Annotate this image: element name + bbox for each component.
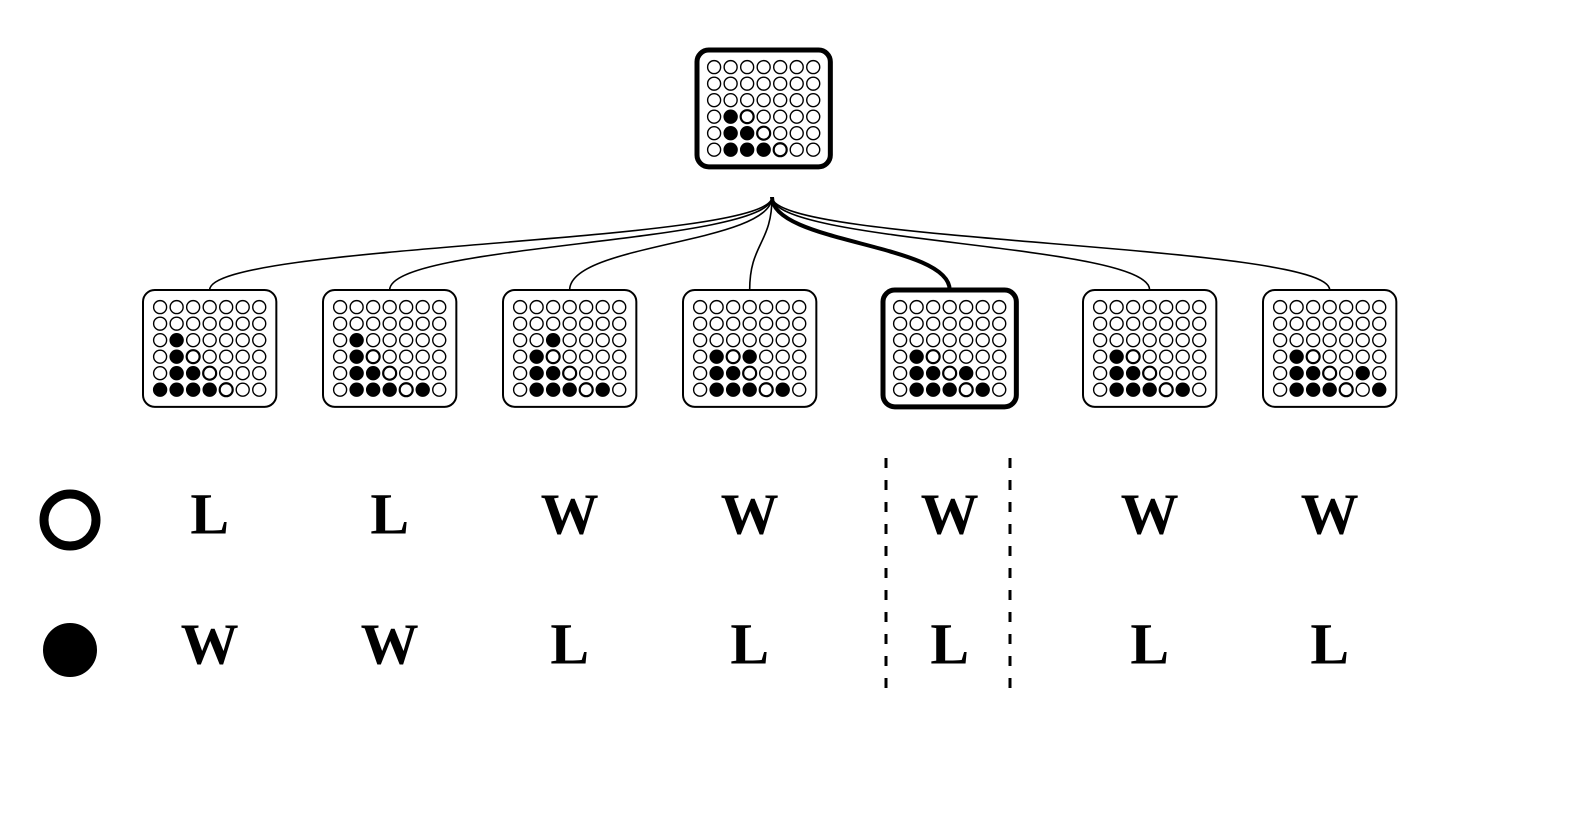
- tree-edge: [390, 197, 772, 290]
- white-outcome-0: L: [190, 481, 229, 546]
- white-outcome-5: W: [1121, 481, 1179, 546]
- white-player-icon: [44, 494, 96, 546]
- child-board-2: [503, 290, 636, 407]
- white-outcome-3: W: [721, 481, 779, 546]
- child-board-4: [883, 290, 1016, 407]
- child-board-5: [1083, 290, 1216, 407]
- black-outcome-2: L: [550, 611, 589, 676]
- game-tree-diagram: LLWWWWWWWLLLLL: [0, 0, 1571, 813]
- white-outcome-2: W: [541, 481, 599, 546]
- white-outcome-1: L: [370, 481, 409, 546]
- child-board-3: [683, 290, 816, 407]
- black-outcome-3: L: [730, 611, 769, 676]
- black-outcome-0: W: [181, 611, 239, 676]
- tree-edges: [210, 197, 1330, 290]
- child-board-6: [1263, 290, 1396, 407]
- black-player-icon: [44, 624, 96, 676]
- tree-edge: [210, 197, 772, 290]
- black-outcome-1: W: [361, 611, 419, 676]
- white-outcome-4: W: [921, 481, 979, 546]
- black-outcome-4: L: [930, 611, 969, 676]
- tree-edge: [570, 197, 772, 290]
- child-board-0: [143, 290, 276, 407]
- white-outcome-6: W: [1301, 481, 1359, 546]
- tree-edge: [772, 197, 950, 290]
- child-board-1: [323, 290, 456, 407]
- tree-edge: [772, 197, 1150, 290]
- black-outcome-6: L: [1310, 611, 1349, 676]
- black-outcome-5: L: [1130, 611, 1169, 676]
- root-board: [697, 50, 830, 167]
